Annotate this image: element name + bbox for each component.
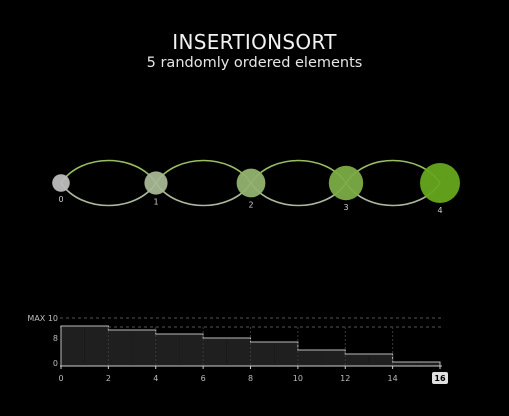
node-index-label: 4 [437, 206, 442, 215]
step-bar [108, 330, 133, 366]
x-tick-label: 8 [248, 374, 253, 383]
element-node [144, 171, 168, 195]
node-index-label: 0 [58, 195, 63, 204]
arc-upper [155, 159, 252, 184]
y-tick-label: 0 [53, 359, 58, 368]
node-index-label: 3 [343, 203, 348, 212]
x-tick-label: 0 [58, 374, 63, 383]
x-tick-label: 4 [153, 374, 158, 383]
node-index-label: 2 [248, 200, 253, 209]
step-bar [392, 362, 417, 366]
element-node [328, 165, 364, 201]
x-tick-label: 10 [293, 374, 303, 383]
y-max-label: MAX 10 [27, 314, 58, 323]
y-tick-label: 8 [53, 334, 58, 343]
step-bar [297, 350, 322, 366]
arc-lower [60, 182, 157, 207]
step-bar [274, 342, 298, 366]
step-bar [321, 350, 346, 366]
x-tick-label: 14 [388, 374, 398, 383]
step-bar [345, 354, 369, 366]
step-bar [203, 338, 227, 366]
node-index-label: 1 [153, 198, 158, 207]
current-step-label: 16 [434, 374, 446, 383]
arc-lower [155, 182, 252, 207]
step-chart: MAX 10 0 8 0 2 4 6 8 10 12 14 16 [27, 314, 448, 384]
step-bar [84, 326, 109, 366]
element-node [236, 168, 266, 198]
arc-upper [60, 159, 157, 184]
element-node [52, 174, 70, 192]
step-bar [368, 354, 393, 366]
current-step-badge [432, 372, 448, 384]
element-nodes: 0 1 2 3 4 [52, 163, 460, 215]
step-bar [132, 330, 156, 366]
page-title: INSERTIONSORT [172, 30, 337, 54]
x-tick-label: 2 [106, 374, 111, 383]
step-bar [179, 334, 204, 366]
page-subtitle: 5 randomly ordered elements [146, 55, 363, 71]
step-bar [61, 326, 85, 366]
step-bar [416, 362, 440, 366]
step-bar [226, 338, 251, 366]
element-node [420, 163, 460, 203]
x-tick-label: 12 [340, 374, 350, 383]
step-bar [155, 334, 180, 366]
step-bar [250, 342, 275, 366]
x-tick-label: 6 [201, 374, 206, 383]
